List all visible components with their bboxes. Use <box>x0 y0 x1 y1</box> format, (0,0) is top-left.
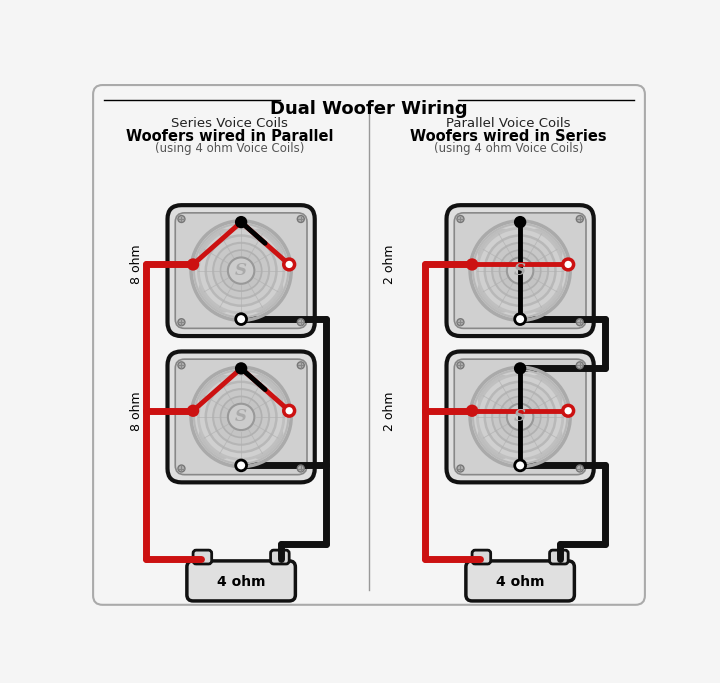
Circle shape <box>576 362 583 369</box>
Circle shape <box>297 319 305 326</box>
Circle shape <box>466 404 478 417</box>
Text: Dual Woofer Wiring: Dual Woofer Wiring <box>270 100 468 118</box>
Circle shape <box>235 216 248 228</box>
Circle shape <box>235 313 246 324</box>
FancyBboxPatch shape <box>271 550 289 564</box>
Circle shape <box>297 216 305 223</box>
Circle shape <box>500 250 541 291</box>
Circle shape <box>213 243 269 298</box>
Circle shape <box>563 259 574 270</box>
Circle shape <box>178 362 185 369</box>
FancyBboxPatch shape <box>446 205 594 336</box>
Circle shape <box>563 405 574 416</box>
Text: S: S <box>514 408 526 426</box>
Circle shape <box>213 389 269 445</box>
Circle shape <box>297 362 305 369</box>
Circle shape <box>500 396 541 437</box>
FancyBboxPatch shape <box>446 352 594 482</box>
Circle shape <box>492 389 548 445</box>
Circle shape <box>220 250 262 291</box>
Text: Woofers wired in Series: Woofers wired in Series <box>410 129 607 144</box>
FancyBboxPatch shape <box>193 550 212 564</box>
Text: S: S <box>514 262 526 279</box>
FancyBboxPatch shape <box>168 205 315 336</box>
Circle shape <box>228 404 254 430</box>
Circle shape <box>206 382 276 452</box>
Text: 2 ohm: 2 ohm <box>384 391 397 430</box>
Circle shape <box>457 216 464 223</box>
Circle shape <box>515 460 526 471</box>
Circle shape <box>284 259 294 270</box>
Circle shape <box>485 382 555 452</box>
Circle shape <box>576 465 583 472</box>
Circle shape <box>507 257 534 283</box>
Text: Woofers wired in Parallel: Woofers wired in Parallel <box>126 129 333 144</box>
Circle shape <box>178 216 185 223</box>
FancyBboxPatch shape <box>549 550 568 564</box>
Text: 4 ohm: 4 ohm <box>496 576 544 589</box>
Text: Series Voice Coils: Series Voice Coils <box>171 117 288 130</box>
Circle shape <box>187 404 199 417</box>
Circle shape <box>485 236 555 306</box>
Text: 2 ohm: 2 ohm <box>384 245 397 284</box>
Circle shape <box>297 465 305 472</box>
Text: S: S <box>235 262 247 279</box>
FancyBboxPatch shape <box>175 213 307 329</box>
Circle shape <box>576 216 583 223</box>
Circle shape <box>514 362 526 374</box>
Circle shape <box>284 405 294 416</box>
Circle shape <box>515 313 526 324</box>
Circle shape <box>228 257 254 283</box>
Circle shape <box>576 319 583 326</box>
Circle shape <box>220 396 262 437</box>
Circle shape <box>199 374 284 460</box>
FancyBboxPatch shape <box>168 352 315 482</box>
Circle shape <box>199 228 284 313</box>
Circle shape <box>514 216 526 228</box>
Circle shape <box>187 258 199 270</box>
FancyBboxPatch shape <box>93 85 645 604</box>
Circle shape <box>466 258 478 270</box>
Text: (using 4 ohm Voice Coils): (using 4 ohm Voice Coils) <box>434 142 583 155</box>
Text: 8 ohm: 8 ohm <box>130 391 143 430</box>
FancyBboxPatch shape <box>454 359 586 475</box>
Circle shape <box>507 404 534 430</box>
Circle shape <box>457 362 464 369</box>
Circle shape <box>457 319 464 326</box>
Text: 4 ohm: 4 ohm <box>217 576 266 589</box>
Circle shape <box>457 465 464 472</box>
Text: (using 4 ohm Voice Coils): (using 4 ohm Voice Coils) <box>155 142 304 155</box>
Circle shape <box>178 465 185 472</box>
FancyBboxPatch shape <box>472 550 490 564</box>
FancyBboxPatch shape <box>466 561 575 601</box>
Circle shape <box>206 236 276 306</box>
Circle shape <box>477 374 563 460</box>
Circle shape <box>178 319 185 326</box>
FancyBboxPatch shape <box>454 213 586 329</box>
Circle shape <box>492 243 548 298</box>
Text: 8 ohm: 8 ohm <box>130 245 143 284</box>
Text: S: S <box>235 408 247 426</box>
Circle shape <box>235 460 246 471</box>
Text: Parallel Voice Coils: Parallel Voice Coils <box>446 117 571 130</box>
Circle shape <box>235 362 248 374</box>
FancyBboxPatch shape <box>187 561 295 601</box>
FancyBboxPatch shape <box>175 359 307 475</box>
Circle shape <box>477 228 563 313</box>
